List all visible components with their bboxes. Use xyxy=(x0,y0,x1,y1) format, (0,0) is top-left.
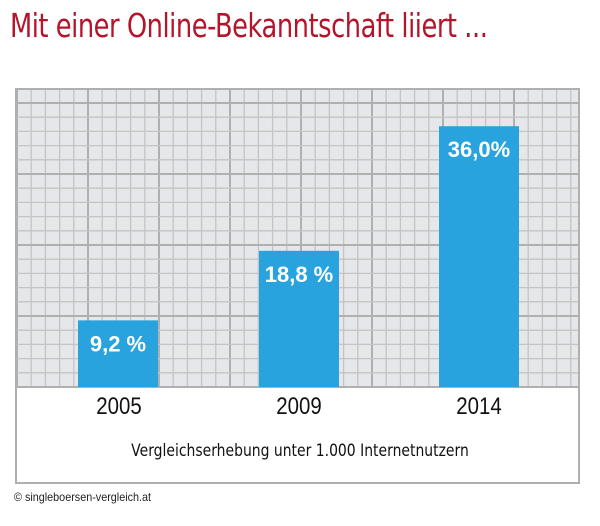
bar-2005 xyxy=(78,320,158,387)
bar-labels: 9,2 % 18,8 % 36,0% xyxy=(90,137,510,356)
bar-value-label: 9,2 % xyxy=(90,331,146,356)
bar-value-label: 18,8 % xyxy=(265,262,334,287)
bar-value-label: 36,0% xyxy=(448,137,510,162)
x-tick-label: 2014 xyxy=(456,393,502,420)
chart-title: Mit einer Online-Bekanntschaft liiert ..… xyxy=(10,6,488,45)
bar-2009 xyxy=(259,250,339,387)
x-axis-label: Vergleichserhebung unter 1.000 Internetn… xyxy=(131,441,469,461)
bars xyxy=(78,126,519,387)
bar-2014 xyxy=(439,126,519,387)
copyright-notice: © singleboersen-vergleich.at xyxy=(14,490,152,504)
x-tick-label: 2005 xyxy=(96,393,142,420)
x-tick-label: 2009 xyxy=(276,393,322,420)
